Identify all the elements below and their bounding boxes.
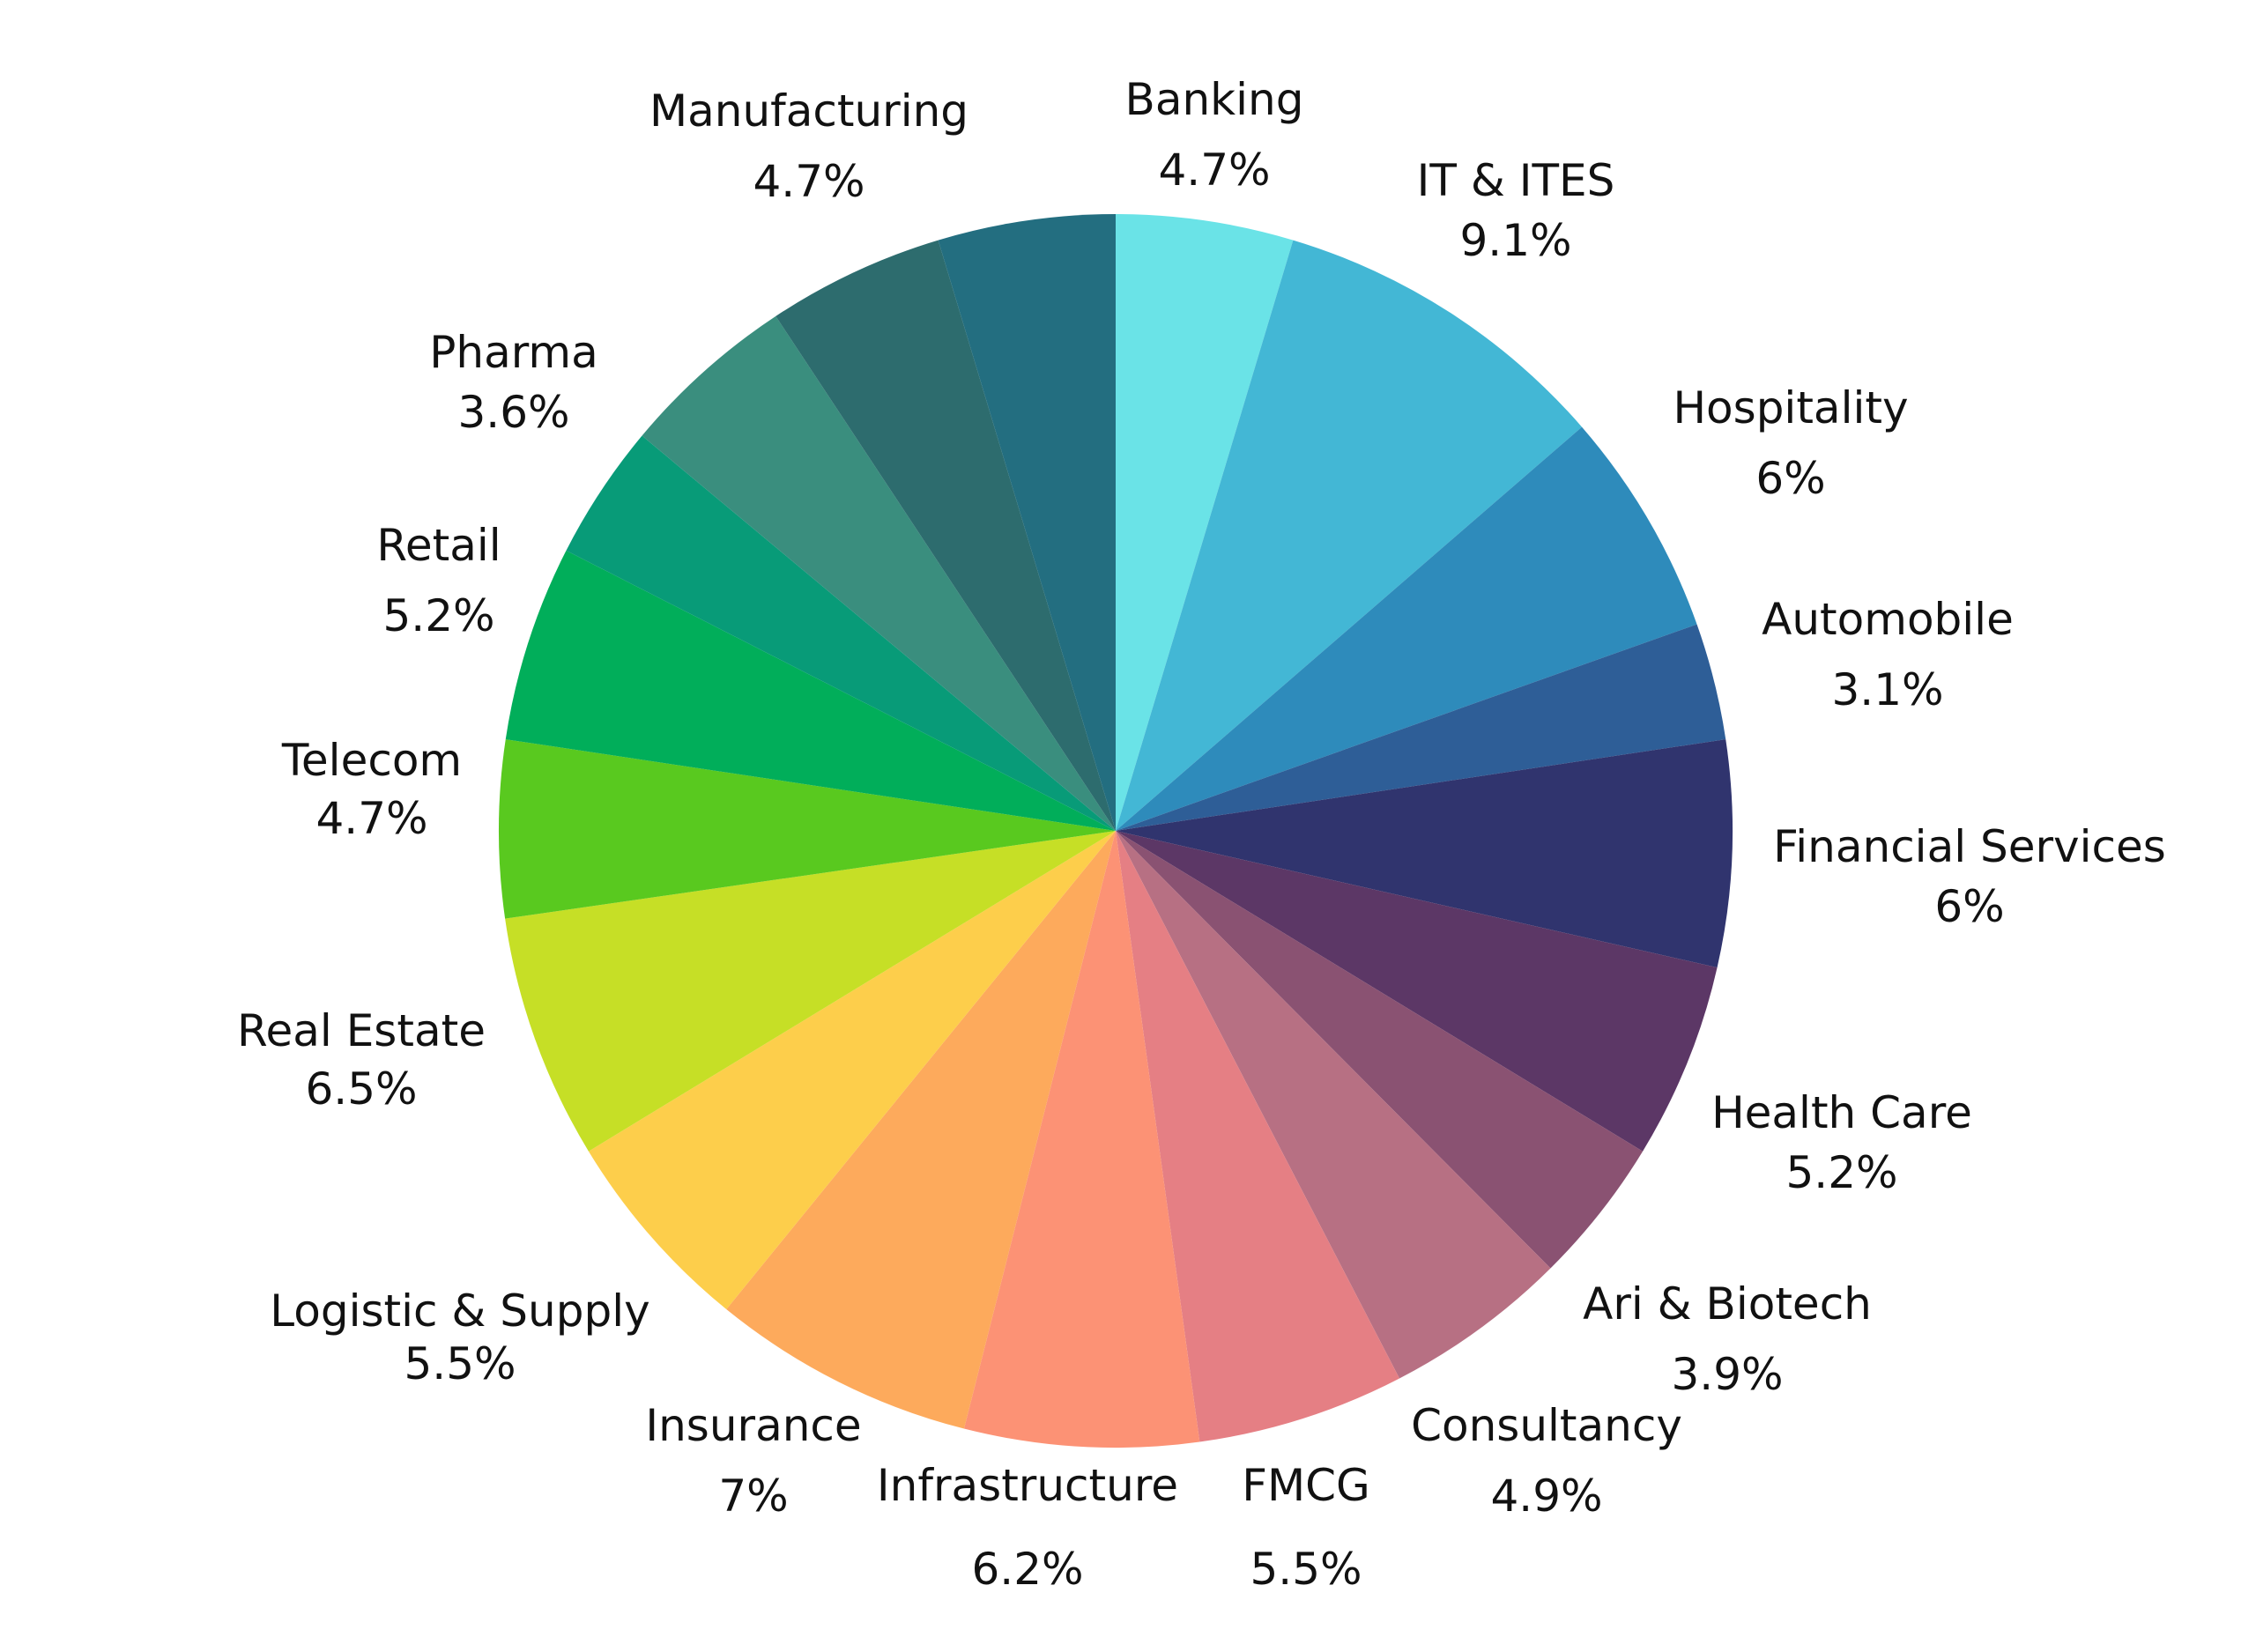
pie-slice-ari-and-biotech [1116, 831, 1644, 1269]
slice-label-automobile: Automobile [1762, 594, 2014, 645]
slice-value-real-estate: 6.5% [305, 1063, 417, 1115]
slice-value-telecom: 4.7% [315, 793, 427, 844]
slice-label-it-and-ites: IT & ITES [1417, 155, 1615, 206]
slice-label-manufacturing: Manufacturing [649, 85, 968, 137]
pie-slice-retail [505, 550, 1116, 831]
slice-value-consultancy: 4.9% [1490, 1471, 1602, 1522]
slice-label-consultancy: Consultancy [1411, 1400, 1682, 1451]
slice-label-banking: Banking [1125, 74, 1304, 125]
slice-label-hospitality: Hospitality [1673, 382, 1908, 433]
pie-slice-telecom [498, 739, 1116, 919]
slice-label-telecom: Telecom [281, 735, 462, 786]
slice-value-it-and-ites: 9.1% [1459, 215, 1571, 266]
slice-label-fmcg: FMCG [1242, 1460, 1370, 1511]
slices-layer [498, 213, 1733, 1448]
slice-label-real-estate: Real Estate [237, 1005, 486, 1056]
slice-value-ari-and-biotech: 3.9% [1671, 1349, 1783, 1400]
slice-label-pharma: Pharma [429, 327, 598, 378]
pie-slice-hospitality [1116, 426, 1697, 831]
pie-slice-health-care [1116, 831, 1718, 1152]
slice-label-health-care: Health Care [1711, 1087, 1972, 1138]
pie-slice-real-estate [505, 831, 1116, 1152]
pie-slice-pharma [566, 435, 1116, 831]
pie-slice-insurance [726, 831, 1116, 1429]
slice-value-health-care: 5.2% [1785, 1147, 1897, 1198]
slice-value-retail: 5.2% [382, 590, 494, 641]
slice-value-financial-services: 6% [1934, 881, 2004, 932]
pie-slice-it-and-ites [1116, 240, 1583, 832]
slice-label-financial-services: Financial Services [1773, 821, 2166, 872]
slice-label-logistic-and-supply: Logistic & Supply [270, 1285, 649, 1337]
slice-value-hospitality: 6% [1755, 453, 1825, 504]
pie-slice-manufacturing [642, 315, 1116, 831]
labels-layer: Banking 4.7% IT & ITES 9.1% Hospitality 6% Aut… [237, 74, 2166, 1595]
slice-value-fmcg: 5.5% [1250, 1544, 1362, 1595]
slice-label-retail: Retail [376, 520, 501, 571]
pie-slice-banking [1116, 213, 1294, 831]
pie-slice-logistic-and-supply [588, 831, 1116, 1309]
slice-label-insurance: Insurance [645, 1400, 861, 1451]
slice-value-insurance: 7% [718, 1471, 788, 1522]
slice-value-automobile: 3.1% [1831, 664, 1943, 715]
slice-value-banking: 4.7% [1158, 144, 1270, 196]
slice-value-pharma: 3.6% [457, 387, 569, 438]
slice-value-manufacturing: 4.7% [753, 156, 865, 207]
pie-slice-unlabeled-17 [776, 240, 1116, 832]
pie-slice-fmcg [1116, 831, 1400, 1442]
pie-slice-consultancy [1116, 831, 1551, 1379]
pie-slice-unlabeled-18 [938, 214, 1116, 831]
slice-value-infrastructure: 6.2% [971, 1544, 1083, 1595]
slice-label-infrastructure: Infrastructure [877, 1460, 1178, 1511]
slice-label-ari-and-biotech: Ari & Biotech [1583, 1278, 1872, 1330]
slice-value-logistic-and-supply: 5.5% [404, 1338, 516, 1389]
pie-slice-automobile [1116, 624, 1726, 831]
pie-slice-infrastructure [963, 831, 1200, 1448]
pie-slice-financial-services [1116, 739, 1733, 968]
